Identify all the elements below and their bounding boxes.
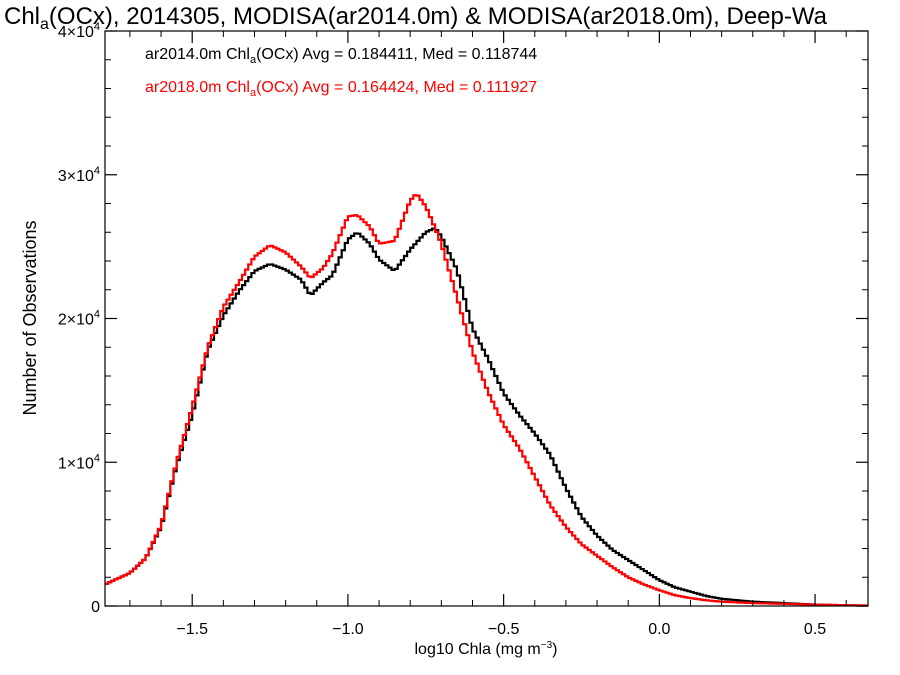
- x-tick-label: −1.0: [332, 621, 364, 638]
- y-tick-label: 1×104: [58, 452, 100, 472]
- series-line-ar2014-0m: [105, 227, 868, 607]
- x-tick-label: 0.5: [804, 621, 826, 638]
- annotation-ar2018: ar2018.0m Chla(OCx) Avg = 0.164424, Med …: [145, 79, 537, 99]
- y-tick-label: 0: [91, 599, 100, 616]
- chart-title: Chla(OCx), 2014305, MODISA(ar2014.0m) & …: [4, 3, 828, 33]
- tick-layer: −1.5 −1.0 −0.5 0.0 0.5 0 1×104 2×104 3×104 4×104: [58, 21, 868, 638]
- x-tick-label: 0.0: [648, 621, 670, 638]
- y-axis-label: Number of Observations: [20, 220, 40, 415]
- x-axis-label: log10 Chla (mg m−3): [414, 640, 557, 658]
- x-tick-label: −0.5: [488, 621, 520, 638]
- series-layer: [105, 194, 868, 607]
- annotation-ar2014: ar2014.0m Chla(OCx) Avg = 0.184411, Med …: [145, 46, 537, 66]
- x-tick-label: −1.5: [176, 621, 208, 638]
- y-tick-label: 3×104: [58, 165, 100, 185]
- y-tick-label: 4×104: [58, 21, 100, 41]
- y-tick-label: 2×104: [58, 309, 100, 329]
- series-line-ar2018-0m: [105, 194, 868, 607]
